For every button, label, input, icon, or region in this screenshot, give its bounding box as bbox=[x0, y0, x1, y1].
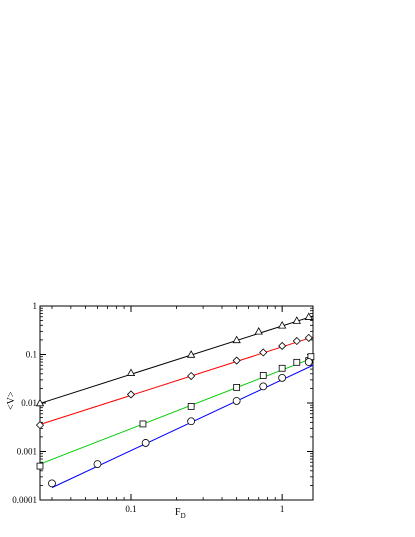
circle-marker bbox=[304, 358, 313, 366]
series-circle-fit-line bbox=[51, 364, 314, 489]
diamond-marker bbox=[304, 333, 313, 342]
diamond-marker bbox=[292, 336, 301, 346]
x-tick-label: 1 bbox=[280, 504, 285, 514]
triangle-marker bbox=[186, 350, 196, 358]
square-marker bbox=[233, 383, 241, 391]
circle-marker bbox=[259, 382, 268, 391]
y-tick-label: 1 bbox=[33, 301, 38, 311]
circle-marker bbox=[187, 417, 196, 426]
square-marker bbox=[293, 358, 301, 366]
y-tick-label: 0.0001 bbox=[12, 495, 37, 505]
diamond-marker bbox=[35, 421, 45, 430]
plot-frame bbox=[39, 305, 314, 501]
y-tick-label: 0.001 bbox=[17, 447, 37, 457]
x-axis-label: FD bbox=[175, 507, 186, 520]
diamond-marker bbox=[126, 390, 136, 399]
triangle-marker bbox=[35, 398, 45, 407]
series-square-fit-line bbox=[39, 357, 314, 465]
x-tick-label: 0.1 bbox=[125, 504, 136, 514]
triangle-marker bbox=[277, 320, 287, 329]
circle-marker bbox=[48, 479, 56, 488]
y-tick-label: 0.1 bbox=[26, 350, 37, 360]
diamond-marker bbox=[278, 341, 287, 351]
diamond-marker bbox=[259, 348, 268, 357]
square-marker bbox=[36, 462, 44, 470]
square-marker bbox=[278, 364, 286, 372]
series-diamond-fit-line bbox=[39, 336, 314, 425]
square-marker bbox=[259, 372, 267, 379]
series-triangle-fit-line bbox=[39, 315, 314, 404]
circle-marker bbox=[232, 397, 241, 405]
y-axis-label: <V> bbox=[6, 391, 17, 410]
triangle-marker bbox=[292, 316, 301, 324]
x-axis-label-sub: D bbox=[181, 512, 186, 520]
circle-marker bbox=[278, 373, 287, 382]
triangle-marker bbox=[254, 327, 263, 335]
square-marker bbox=[187, 403, 195, 410]
triangle-marker bbox=[232, 335, 241, 344]
diamond-marker bbox=[232, 356, 241, 365]
square-marker bbox=[139, 420, 147, 428]
circle-marker bbox=[141, 439, 150, 447]
x-axis-label-main: F bbox=[175, 507, 181, 518]
diamond-marker bbox=[187, 371, 196, 381]
triangle-marker bbox=[304, 312, 313, 320]
circle-marker bbox=[93, 460, 102, 468]
triangle-marker bbox=[126, 368, 136, 376]
y-tick-label: 0.01 bbox=[21, 398, 37, 408]
plot-area: 0.0001 0.001 0.01 0.1 1 0.1 1 bbox=[12, 301, 315, 514]
